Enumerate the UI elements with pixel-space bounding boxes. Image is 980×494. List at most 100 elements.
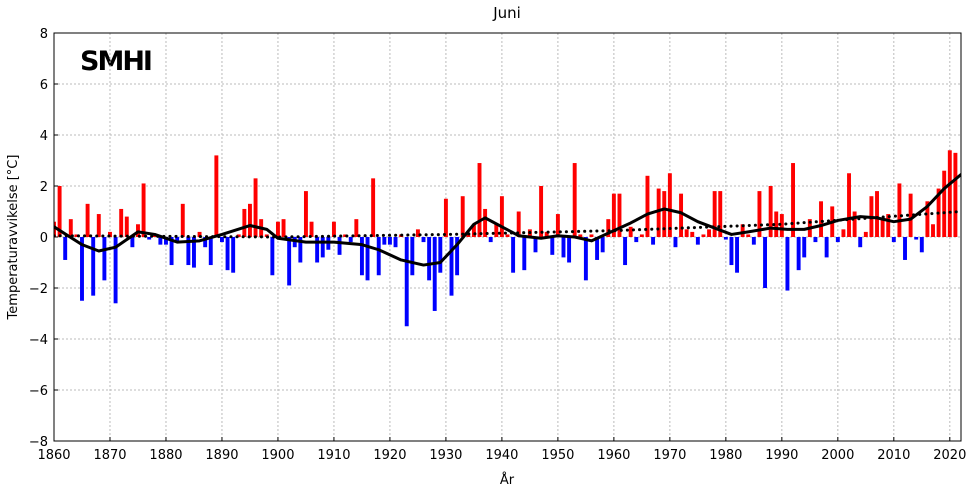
logo: SMHI (80, 46, 151, 77)
y-tick-label: −8 (29, 435, 48, 450)
bar (662, 191, 667, 237)
bar (54, 221, 56, 237)
bar (471, 224, 476, 237)
bar (158, 237, 163, 245)
x-tick-label: 1900 (261, 448, 294, 463)
x-tick-label: 1880 (149, 448, 182, 463)
bar (466, 234, 471, 237)
x-tick-label: 1920 (373, 448, 406, 463)
bar (113, 237, 118, 304)
bar (746, 234, 751, 237)
bar (757, 191, 762, 237)
x-tick-label: 1980 (709, 448, 742, 463)
bar (197, 231, 202, 237)
bar (903, 237, 907, 260)
bar (628, 226, 633, 237)
bar (679, 193, 684, 237)
bar (931, 224, 935, 237)
bar (583, 237, 588, 281)
x-tick-label: 1890 (205, 448, 238, 463)
bar (141, 183, 146, 237)
bar (785, 237, 790, 291)
bar (953, 152, 958, 237)
bar (695, 237, 700, 245)
y-axis-label: Temperaturavvikelse [°C] (6, 155, 21, 321)
y-tick-label: 6 (40, 78, 48, 93)
bar (348, 237, 353, 243)
bar (443, 198, 448, 237)
bar (236, 234, 241, 237)
bar (354, 219, 359, 237)
bar (225, 237, 230, 271)
bar (751, 237, 756, 245)
bar (337, 237, 342, 255)
bar (460, 196, 465, 237)
bar (707, 229, 712, 237)
bar (774, 211, 779, 237)
bar (589, 234, 594, 237)
bar (85, 203, 90, 237)
bar (701, 234, 706, 237)
bar (723, 237, 728, 240)
y-tick-label: −2 (29, 282, 48, 297)
x-tick-label: 1910 (317, 448, 350, 463)
bar (813, 237, 818, 243)
bar (220, 237, 224, 243)
bar (897, 183, 902, 237)
bar (516, 211, 521, 237)
bar (124, 216, 129, 237)
bar (147, 237, 152, 240)
bar (180, 203, 185, 237)
bar (561, 237, 566, 258)
y-tick-label: 4 (40, 129, 48, 144)
bar (376, 237, 381, 276)
bar (119, 208, 124, 237)
bar (309, 221, 314, 237)
bar (427, 237, 432, 281)
bar (533, 237, 538, 253)
bar (192, 237, 196, 268)
bar (880, 219, 885, 237)
x-tick-label: 1970 (653, 448, 686, 463)
x-axis-label: År (500, 472, 515, 488)
bar (824, 237, 829, 258)
y-tick-label: 0 (40, 231, 48, 246)
bar (287, 237, 292, 286)
bar (567, 237, 572, 263)
bar (712, 191, 717, 237)
bar (455, 237, 460, 276)
bar (449, 237, 454, 296)
bar (908, 193, 913, 237)
bar (942, 170, 947, 237)
bar (578, 234, 583, 237)
bar (242, 208, 247, 237)
bar (270, 237, 275, 276)
bar (438, 237, 443, 273)
bar (544, 231, 549, 237)
bar (740, 224, 745, 237)
bar (292, 237, 297, 248)
bar (393, 237, 398, 248)
bar (494, 224, 499, 237)
bar (611, 193, 616, 237)
bar (499, 196, 504, 237)
bar (387, 237, 392, 245)
bar (231, 237, 236, 273)
bar (667, 173, 672, 237)
bar (365, 237, 370, 281)
bar (718, 191, 723, 237)
bar (656, 188, 661, 237)
bar (729, 237, 734, 266)
bar (315, 237, 320, 263)
bar (947, 150, 952, 237)
bar (875, 191, 879, 237)
bar (488, 237, 493, 243)
bar (432, 237, 437, 311)
bar (914, 237, 919, 240)
bar (208, 237, 213, 266)
bar (320, 237, 325, 258)
bar (819, 201, 823, 237)
y-tick-label: 8 (40, 27, 48, 42)
x-tick-label: 1990 (765, 448, 798, 463)
bar (410, 237, 415, 276)
